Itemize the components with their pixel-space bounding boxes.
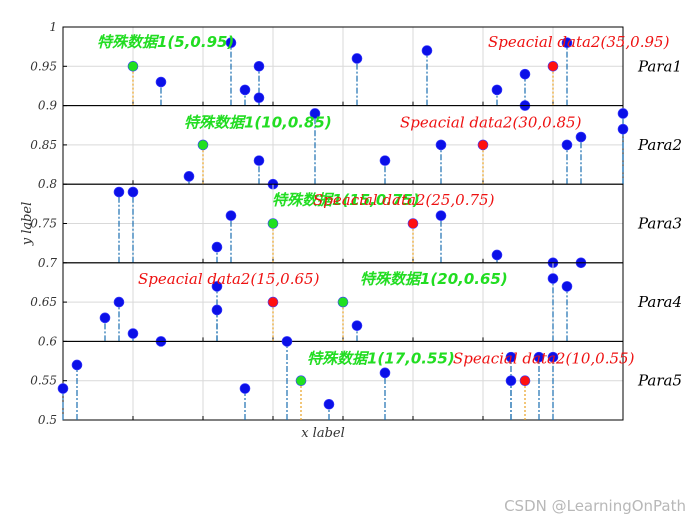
data-point (379, 367, 391, 379)
data-point-green (337, 296, 349, 308)
data-point (533, 351, 545, 363)
series-label: Para3 (637, 215, 682, 233)
data-point-green (267, 218, 279, 229)
data-point (239, 383, 251, 394)
data-point (225, 37, 237, 49)
annotation-green: 特殊数据1(10,0.85) (184, 114, 332, 132)
y-tick-label: 0.65 (30, 295, 57, 309)
data-point (379, 155, 391, 166)
data-point (211, 241, 223, 253)
data-point (561, 281, 573, 292)
data-point (253, 61, 265, 72)
data-point (99, 312, 111, 324)
annotation-red: Speacial data2(15,0.65) (138, 270, 320, 288)
y-tick-label: 0.6 (38, 334, 57, 348)
data-point (71, 359, 83, 371)
watermark-text: CSDN @LearningOnPath (504, 497, 686, 515)
data-point (491, 249, 503, 261)
y-tick-label: 0.5 (38, 413, 57, 427)
data-point-green (295, 375, 307, 387)
series-label: Para4 (637, 293, 682, 311)
data-point (435, 210, 447, 221)
data-point (323, 398, 335, 410)
data-point (561, 37, 573, 49)
y-axis-label: y label (20, 202, 35, 247)
data-point-red (519, 375, 531, 387)
data-point (435, 139, 447, 151)
panel-para1: 1 0.95 0.9 特殊数据1(5,0.95) Speacial data2(35,0… (30, 20, 682, 113)
data-point (519, 68, 531, 80)
panel-para4: 0.65 0.6 Speacial data2(15,0.65) 特殊数据1(20,0… (30, 262, 682, 348)
data-point (617, 108, 629, 119)
annotation-red: Speacial data2(25,0.75) (313, 191, 495, 209)
data-point (281, 336, 293, 347)
data-point (253, 92, 265, 104)
y-tick-label: 0.75 (30, 217, 57, 231)
y-tick-label: 0.55 (30, 374, 57, 388)
data-point (253, 155, 265, 166)
data-point (127, 186, 139, 198)
annotation-green: 特殊数据1(5,0.95) (97, 33, 234, 51)
data-point (239, 84, 251, 96)
panel-para5: 0.55 0.5 特殊数据1(17,0.55)Speacial data2(10,0… (30, 336, 682, 427)
annotation-red: Speacial data2(10,0.55) (453, 349, 635, 367)
data-point (309, 108, 321, 119)
data-point (561, 139, 573, 151)
panels-layer: 1 0.95 0.9 特殊数据1(5,0.95) Speacial data2(35,0… (30, 20, 682, 427)
y-tick-label: 0.7 (38, 256, 57, 270)
y-tick-label: 0.9 (38, 99, 57, 113)
data-point-red (547, 61, 559, 72)
annotation-red: Speacial data2(30,0.85) (400, 114, 582, 132)
data-point (57, 383, 69, 394)
data-point (351, 320, 363, 331)
data-point (617, 123, 629, 135)
data-point (155, 76, 167, 88)
data-point-red (407, 218, 419, 229)
panel-para2: 0.85 0.8 特殊数据1(10,0.85) Speacial data2(30,0… (30, 105, 682, 191)
data-point (211, 281, 223, 292)
series-label: Para1 (637, 57, 682, 75)
y-tick-label: 0.95 (30, 59, 57, 73)
annotation-green: 特殊数据1(15,0.75) (272, 191, 420, 209)
data-point (211, 304, 223, 316)
annotation-red: Speacial data2(35,0.95) (488, 33, 670, 51)
data-point (127, 328, 139, 339)
series-label: Para2 (637, 136, 682, 154)
series-label: Para5 (637, 372, 682, 390)
data-point (547, 273, 559, 284)
x-axis-label: x label (301, 426, 345, 441)
data-point-red (477, 139, 489, 151)
data-point (225, 210, 237, 221)
y-tick-label: 0.85 (30, 138, 57, 152)
y-tick-label: 1 (49, 20, 57, 34)
data-point-green (197, 139, 209, 151)
data-point (505, 351, 517, 363)
panel-para3: 0.75 0.7 特殊数据1(15,0.75)Speacial data2(25,0… (30, 183, 682, 270)
data-point (113, 186, 125, 198)
data-point (547, 351, 559, 363)
data-point (421, 45, 433, 56)
data-point (491, 84, 503, 96)
annotation-green: 特殊数据1(20,0.65) (360, 270, 508, 288)
data-point-red (267, 296, 279, 308)
data-point (183, 171, 195, 182)
y-tick-label: 0.8 (38, 177, 57, 191)
data-point (113, 296, 125, 308)
annotation-green: 特殊数据1(17,0.55) (307, 349, 455, 367)
data-point (575, 131, 587, 143)
data-point-green (127, 61, 139, 72)
data-point (505, 375, 517, 387)
data-point (351, 53, 363, 64)
